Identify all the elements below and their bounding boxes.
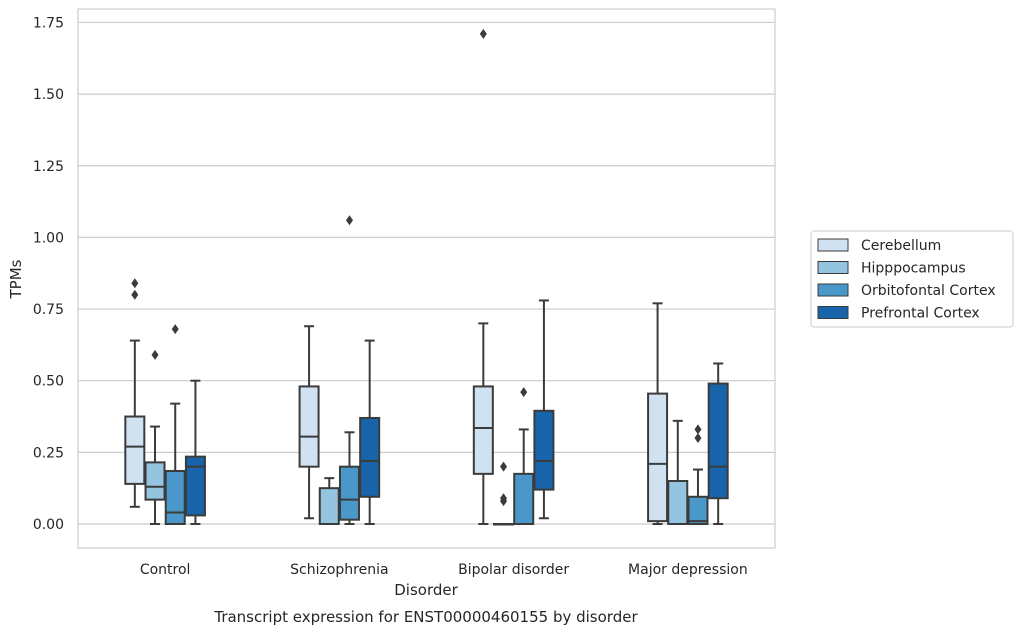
box-group xyxy=(338,215,360,525)
box-group xyxy=(687,424,709,526)
y-tick-label: 1.50 xyxy=(33,87,64,103)
outlier-point xyxy=(694,433,702,444)
box-iqr xyxy=(338,465,360,521)
box-group xyxy=(533,299,555,520)
box-series xyxy=(124,28,729,526)
outlier-point xyxy=(479,28,487,39)
box-iqr xyxy=(472,385,494,475)
box-group xyxy=(124,278,146,508)
outlier-point xyxy=(520,387,528,398)
box-group xyxy=(707,362,729,525)
legend-label: Prefrontal Cortex xyxy=(861,306,980,322)
y-tick-label: 1.75 xyxy=(33,15,64,31)
box-group xyxy=(298,325,320,520)
y-tick-label: 1.25 xyxy=(33,159,64,175)
outlier-point xyxy=(500,461,508,472)
x-tick-label: Schizophrenia xyxy=(290,562,388,578)
box-group xyxy=(667,419,689,526)
legend-label: Orbitofontal Cortex xyxy=(861,283,996,299)
outlier-point xyxy=(131,278,139,289)
box-iqr xyxy=(707,382,729,500)
outlier-point xyxy=(694,424,702,435)
x-tick-label: Major depression xyxy=(628,562,748,578)
y-tick-label: 0.50 xyxy=(33,374,64,390)
box-iqr xyxy=(647,392,669,523)
outlier-point xyxy=(345,215,353,226)
box-iqr xyxy=(359,416,381,498)
box-iqr xyxy=(318,487,340,525)
legend-swatch xyxy=(817,261,849,274)
legend-label: Hipppocampus xyxy=(861,261,966,277)
box-iqr xyxy=(184,455,206,517)
y-tick-label: 0.00 xyxy=(33,517,64,533)
box-iqr xyxy=(667,480,689,526)
box-group xyxy=(513,387,535,525)
box-iqr xyxy=(687,495,709,526)
box-group xyxy=(647,302,669,525)
box-iqr xyxy=(124,415,146,485)
box-group xyxy=(359,339,381,525)
box-iqr xyxy=(298,385,320,468)
box-group xyxy=(164,324,186,526)
box-iqr xyxy=(144,461,166,501)
box-group xyxy=(493,461,515,526)
box-group xyxy=(318,477,340,525)
box-iqr xyxy=(533,409,555,491)
box-group xyxy=(472,28,494,525)
x-axis-ticks: Control Schizophrenia Bipolar disorder Majo… xyxy=(140,562,748,578)
y-axis-ticks: 0.00 0.25 0.50 0.75 1.00 1.25 1.50 1.75 xyxy=(33,15,64,533)
plot-frame xyxy=(77,8,776,549)
legend-swatch xyxy=(817,283,849,297)
box-iqr xyxy=(164,469,186,526)
legend-swatch xyxy=(817,306,849,319)
y-tick-label: 0.25 xyxy=(33,445,64,461)
y-axis-label: TPMs xyxy=(7,259,25,299)
box-group xyxy=(144,349,166,525)
y-tick-label: 1.00 xyxy=(33,230,64,246)
x-tick-label: Control xyxy=(140,562,191,578)
x-tick-label: Bipolar disorder xyxy=(458,562,569,578)
outlier-point xyxy=(151,349,159,360)
legend: Cerebellum Hipppocampus Orbitofontal Corte… xyxy=(810,230,1014,328)
y-tick-label: 0.75 xyxy=(33,302,64,318)
x-axis-label: Disorder xyxy=(394,581,458,599)
chart-caption: Transcript expression for ENST0000046015… xyxy=(213,608,638,626)
legend-label: Cerebellum xyxy=(861,238,941,254)
box-group xyxy=(184,379,206,525)
grid-lines xyxy=(78,21,775,525)
box-iqr xyxy=(513,472,535,525)
legend-swatch xyxy=(817,238,849,252)
legend-frame xyxy=(810,230,1014,328)
outlier-point xyxy=(500,493,508,504)
outlier-point xyxy=(171,324,179,335)
outlier-point xyxy=(131,289,139,300)
